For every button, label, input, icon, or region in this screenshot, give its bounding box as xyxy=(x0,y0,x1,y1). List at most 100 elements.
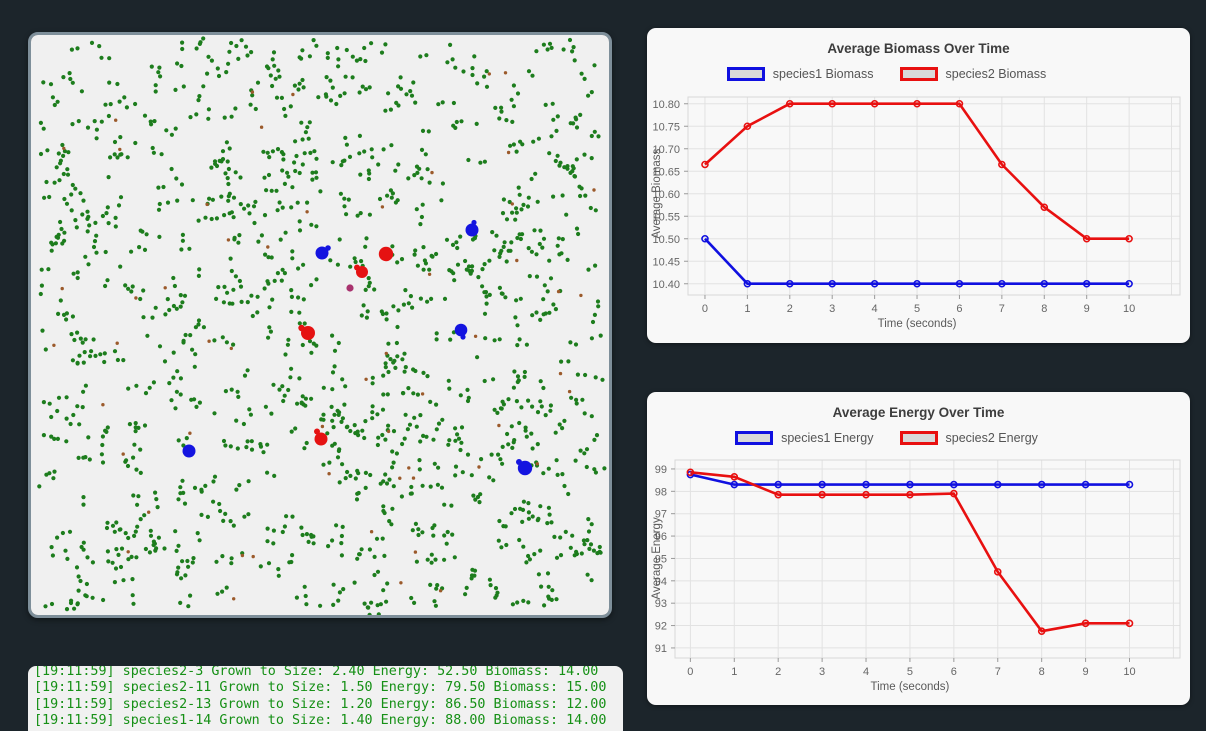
log-line: [19:11:59] species2-11 Grown to Size: 1.… xyxy=(34,680,607,696)
data-point-marker xyxy=(950,480,958,489)
data-point-marker xyxy=(828,99,837,108)
data-point-marker xyxy=(913,99,921,108)
y-tick-label: 92 xyxy=(655,621,667,633)
x-tick-label: 2 xyxy=(787,303,793,315)
x-tick-label: 0 xyxy=(687,666,693,678)
legend-item: species2 Energy xyxy=(899,431,1038,445)
energy-chart-legend: species1 Energy species2 Energy xyxy=(647,425,1190,451)
grid-lines xyxy=(675,460,1180,658)
legend-swatch xyxy=(899,67,938,81)
y-axis-label: Average Biomass xyxy=(651,149,663,239)
x-tick-label: 6 xyxy=(956,303,962,315)
plot-frame xyxy=(674,459,1181,659)
data-point-marker xyxy=(730,472,739,481)
data-point-marker xyxy=(906,490,914,499)
y-tick-label: 10.70 xyxy=(652,144,680,156)
y-tick-label: 93 xyxy=(655,598,667,610)
agent-species1 xyxy=(454,323,468,340)
grid-lines xyxy=(688,97,1180,295)
event-log-lines: [19:11:59] species2-3 Grown to Size: 2.4… xyxy=(34,666,617,730)
agent-species2 xyxy=(314,428,328,446)
waste-dots xyxy=(52,71,596,601)
agent-species1 xyxy=(465,219,479,237)
simulation-world-drawing xyxy=(31,35,609,615)
y-tick-label: 10.45 xyxy=(652,256,680,268)
series-species2-biomass xyxy=(701,99,1133,243)
data-point-marker xyxy=(998,279,1006,288)
data-point-marker xyxy=(870,99,879,108)
x-tick-label: 5 xyxy=(907,666,913,678)
data-point-marker xyxy=(701,160,709,169)
data-point-marker xyxy=(1040,279,1049,288)
x-axis-label: Time (seconds) xyxy=(878,318,957,330)
data-point-marker xyxy=(730,480,739,489)
x-tick-label: 9 xyxy=(1083,666,1089,678)
legend-swatch xyxy=(899,431,938,445)
log-line: [19:11:59] species2-3 Grown to Size: 2.4… xyxy=(34,666,599,679)
data-point-marker xyxy=(998,160,1006,169)
data-point-marker xyxy=(862,490,870,499)
x-tick-label: 10 xyxy=(1123,303,1135,315)
series-species1-biomass xyxy=(701,234,1133,288)
x-tick-label: 3 xyxy=(819,666,825,678)
x-tick-label: 8 xyxy=(1041,303,1047,315)
y-tick-label: 96 xyxy=(655,531,667,543)
data-point-marker xyxy=(862,480,870,489)
x-tick-label: 8 xyxy=(1039,666,1045,678)
biomass-chart-title: Average Biomass Over Time xyxy=(827,41,1010,56)
x-tick-label: 4 xyxy=(872,303,878,315)
data-point-marker xyxy=(743,122,752,131)
data-point-marker xyxy=(993,480,1002,489)
y-axis-label: Average Energy xyxy=(651,517,663,600)
data-point-marker xyxy=(785,279,794,288)
data-point-marker xyxy=(950,489,958,498)
x-tick-label: 5 xyxy=(914,303,920,315)
data-point-marker xyxy=(1037,480,1046,489)
x-tick-label: 3 xyxy=(829,303,835,315)
x-tick-label: 1 xyxy=(744,303,750,315)
legend-swatch xyxy=(735,431,774,445)
energy-chart-title: Average Energy Over Time xyxy=(832,405,1005,420)
data-point-marker xyxy=(774,490,782,499)
data-point-marker xyxy=(1125,234,1133,243)
data-point-marker xyxy=(1081,619,1090,628)
agent-species1 xyxy=(315,245,331,260)
data-point-marker xyxy=(785,99,794,108)
x-tick-label: 4 xyxy=(863,666,869,678)
legend-label: species2 Biomass xyxy=(945,67,1047,81)
axis-ticks: 0 1 2 3 4 5 6 7 8 9 10 10.40 10.45 10.50 10.55 10.60 10.… xyxy=(652,99,1135,315)
agent-species2 xyxy=(354,264,368,278)
y-tick-label: 10.80 xyxy=(652,99,680,111)
legend-label: species1 Biomass xyxy=(772,67,874,81)
legend-item: species1 Biomass xyxy=(726,67,874,81)
energy-chart-plot: 0 1 2 3 4 5 6 7 8 9 10 91 92 93 94 95 96 97 98 99 Time (seco… xyxy=(651,459,1181,693)
data-point-marker xyxy=(906,480,914,489)
axis-ticks: 0 1 2 3 4 5 6 7 8 9 10 91 92 93 94 95 96 97 98 99 xyxy=(655,464,1136,678)
x-tick-label: 0 xyxy=(702,303,708,315)
data-point-marker xyxy=(1040,203,1049,212)
data-point-marker xyxy=(818,480,826,489)
data-point-marker xyxy=(743,279,752,288)
y-tick-label: 10.40 xyxy=(652,279,680,291)
data-point-marker xyxy=(913,279,921,288)
data-point-marker xyxy=(701,234,709,243)
data-point-marker xyxy=(1081,480,1090,489)
legend-label: species1 Energy xyxy=(781,431,874,445)
agent-species2 xyxy=(378,246,394,262)
agent-species1 xyxy=(182,444,196,458)
plot-frame xyxy=(687,96,1181,296)
x-tick-label: 10 xyxy=(1123,666,1135,678)
agents xyxy=(182,219,533,476)
data-point-marker xyxy=(1125,619,1134,628)
agent-species1 xyxy=(516,459,533,476)
x-tick-label: 2 xyxy=(775,666,781,678)
data-point-marker xyxy=(818,490,826,499)
x-tick-label: 7 xyxy=(999,303,1005,315)
data-point-marker xyxy=(1082,279,1091,288)
y-tick-label: 10.60 xyxy=(652,189,680,201)
y-tick-label: 95 xyxy=(655,553,667,565)
legend-item: species2 Biomass xyxy=(899,67,1047,81)
data-point-marker xyxy=(774,480,782,489)
biomass-chart-plot: 0 1 2 3 4 5 6 7 8 9 10 10.40 10.45 10.50 10.55 10.60 10.… xyxy=(651,96,1181,330)
